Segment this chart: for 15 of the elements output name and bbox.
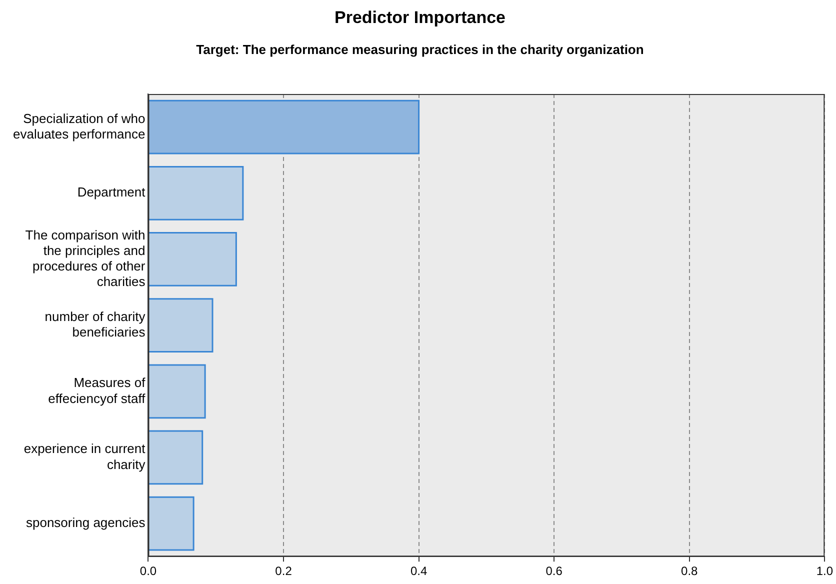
x-tick-label: 0.6 [546,564,563,578]
x-tick-label: 1.0 [816,564,834,578]
x-tick-label: 0.4 [410,564,428,578]
y-tick-label: Department [77,184,146,200]
x-tick-label: 0.0 [140,564,157,578]
chart-title: Predictor Importance [334,8,506,27]
chart-subtitle: Target: The performance measuring practices in the charity organization [196,42,644,57]
y-tick-label: number of charity beneficiaries [44,309,146,340]
y-tick-label: experience in current charity [24,441,146,472]
y-tick-label: Measures of effeciencyof staff [48,375,146,406]
x-tick-label: 0.2 [275,564,292,578]
x-tick-label: 0.8 [681,564,698,578]
y-tick-label: Specialization of who evaluates performance [12,110,146,142]
y-tick-label: The comparison with the principles and procedures of other charities [25,227,146,290]
y-tick-label: sponsoring agencies [26,515,146,530]
